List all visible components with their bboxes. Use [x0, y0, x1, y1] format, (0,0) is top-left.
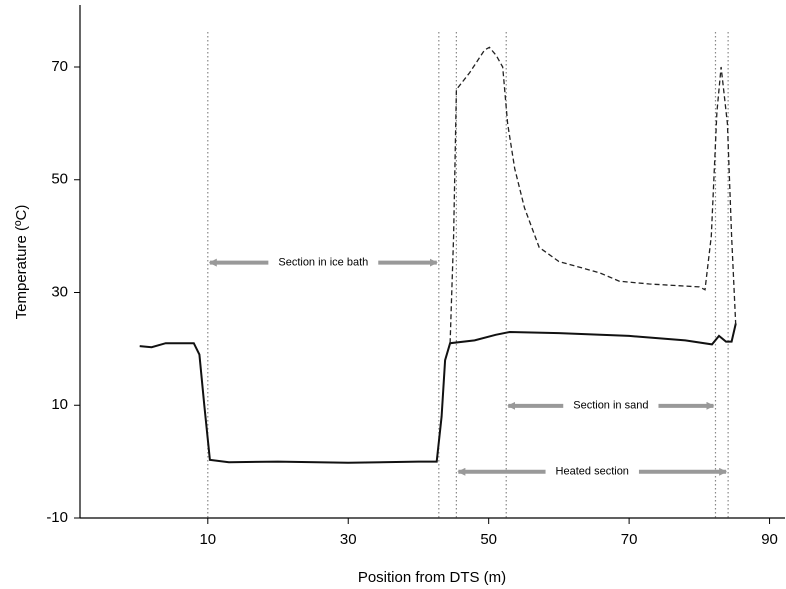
- y-tick-label: 70: [51, 58, 68, 75]
- line: [139, 323, 737, 464]
- y-tick-label: 10: [51, 396, 68, 413]
- annotation-background: [563, 397, 659, 414]
- annotation-label: Section in sand: [573, 400, 648, 412]
- x-tick-label: 90: [761, 531, 778, 548]
- y-axis-label: Temperature (ºC): [13, 205, 30, 320]
- annotation-label: Section in ice bath: [278, 257, 368, 269]
- annotation-background: [268, 254, 379, 271]
- annotation-background: [545, 463, 639, 480]
- x-axis-label: Position from DTS (m): [358, 569, 506, 586]
- line: [449, 46, 737, 344]
- y-tick-label: 50: [51, 171, 68, 188]
- x-tick-label: 10: [199, 531, 216, 548]
- x-tick-label: 70: [621, 531, 638, 548]
- y-tick-label: -10: [46, 509, 68, 526]
- x-tick-label: 50: [480, 531, 497, 548]
- annotation-label: Heated section: [556, 466, 629, 478]
- y-tick-label: 30: [51, 283, 68, 300]
- x-tick-label: 30: [340, 531, 357, 548]
